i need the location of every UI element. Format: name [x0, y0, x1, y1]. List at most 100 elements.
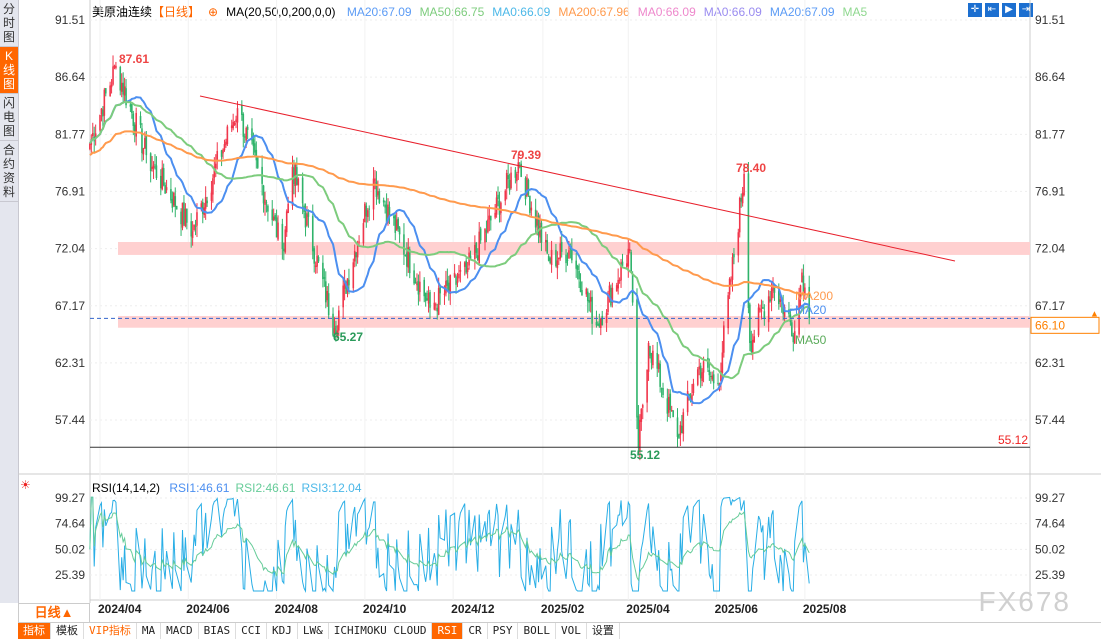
candle-body [526, 177, 528, 196]
candle-body [792, 335, 795, 343]
indicator-tab[interactable]: KDJ [267, 623, 298, 639]
candle-body [498, 200, 501, 215]
candle-body [434, 304, 437, 306]
indicator-tab[interactable]: LW& [298, 623, 329, 639]
candle-body [689, 396, 692, 400]
candle-body [445, 280, 447, 294]
indicator-tab[interactable]: BIAS [199, 623, 237, 639]
sidebar-item-timeshare[interactable]: 分时图 [0, 0, 18, 47]
candle-body [549, 258, 551, 263]
candle-body [469, 255, 472, 260]
candle-body [601, 315, 604, 326]
indicator-tab[interactable]: CCI [236, 623, 267, 639]
indicator-tab[interactable]: MA [137, 623, 162, 639]
candle-body [404, 255, 407, 257]
high-label: 78.40 [736, 161, 766, 175]
candle-body [516, 173, 518, 182]
candle-body [676, 417, 679, 437]
candle-body [377, 191, 379, 196]
candle-body [662, 387, 664, 395]
indicator-tab[interactable]: 模板 [51, 623, 84, 639]
candle-body [763, 311, 766, 319]
candle-body [497, 194, 499, 199]
y-tick-left: 57.44 [55, 413, 85, 427]
candle-body [133, 124, 136, 134]
sidebar-item-kline[interactable]: K线图 [0, 47, 18, 94]
indicator-tab[interactable]: VOL [556, 623, 587, 639]
candle-body [598, 323, 601, 327]
candle-body [637, 415, 640, 448]
y-tick-left: 91.51 [55, 13, 85, 27]
y-tick-left: 72.04 [55, 242, 85, 256]
candle-body [463, 262, 466, 267]
sidebar-item-contract[interactable]: 合约资料 [0, 141, 18, 202]
ma20-line [89, 96, 810, 405]
indicator-tab[interactable]: 设置 [587, 623, 620, 639]
candle-body [782, 304, 784, 315]
candle-body [230, 125, 233, 129]
ma200-line [89, 130, 810, 296]
candle-body [103, 89, 106, 116]
indicator-tab[interactable]: 指标 [18, 623, 51, 639]
candle-body [352, 262, 355, 289]
target-icon[interactable]: ⊕ [208, 5, 219, 19]
candle-body [660, 388, 663, 390]
candle-body [621, 261, 624, 266]
trend-line [199, 95, 956, 262]
candle-body [701, 372, 703, 382]
candle-body [307, 212, 310, 217]
last-price-arrow: ▲ [1090, 308, 1099, 318]
candle-body [175, 205, 178, 210]
candle-body [720, 370, 722, 382]
rsi-value: RSI1:46.61 [169, 481, 230, 495]
candle-body [504, 190, 507, 201]
play-icon[interactable]: ▶ [1002, 3, 1016, 17]
zoom-range-icon[interactable]: ⇤ [985, 3, 999, 17]
candle-body [615, 285, 618, 292]
candle-body [414, 281, 417, 284]
indicator-tab[interactable]: CR [463, 623, 488, 639]
rsi-settings-icon[interactable]: ☀ [20, 478, 31, 492]
indicator-tab[interactable]: ICHIMOKU CLOUD [329, 623, 433, 639]
candle-body [586, 291, 589, 302]
candle-body [104, 88, 107, 94]
candle-body [527, 179, 530, 195]
candle-body [767, 296, 770, 323]
period-button[interactable]: 日线▲ [18, 603, 90, 623]
candle-body [358, 241, 360, 243]
crosshair-icon[interactable]: ✛ [968, 3, 982, 17]
candle-body [173, 192, 175, 206]
indicator-tab[interactable]: BOLL [518, 623, 556, 639]
candle-body [708, 370, 711, 376]
candle-body [403, 234, 405, 255]
y-tick-left: 62.31 [55, 356, 85, 370]
candle-body [727, 295, 729, 329]
candle-body [485, 230, 488, 233]
candle-body [476, 255, 479, 261]
indicator-tab[interactable]: MACD [161, 623, 199, 639]
candle-body [306, 214, 308, 226]
candle-body [336, 330, 339, 337]
candle-body [670, 409, 673, 411]
ma-label[interactable]: MA(20,50,0,200,0,0) [226, 5, 336, 19]
candle-body [204, 197, 207, 209]
indicator-tab[interactable]: PSY [488, 623, 519, 639]
candle-body [711, 375, 714, 380]
candle-body [759, 308, 761, 310]
indicator-tab[interactable]: VIP指标 [84, 623, 137, 639]
candle-body [384, 204, 386, 208]
rsi-value: RSI2:46.61 [235, 481, 296, 495]
rsi-label: RSI(14,14,2) [92, 481, 161, 495]
candle-body [165, 187, 168, 191]
candle-body [599, 318, 602, 328]
y-tick-right: 67.17 [1035, 299, 1065, 313]
candle-body [534, 209, 537, 228]
candle-body [186, 208, 188, 223]
candle-body [597, 324, 599, 326]
candle-body [779, 299, 782, 302]
candle-body [333, 328, 336, 334]
indicator-tab[interactable]: RSI [432, 623, 464, 639]
candle-body [417, 281, 420, 295]
candle-body [500, 202, 502, 214]
sidebar-item-flash[interactable]: 闪电图 [0, 94, 18, 141]
